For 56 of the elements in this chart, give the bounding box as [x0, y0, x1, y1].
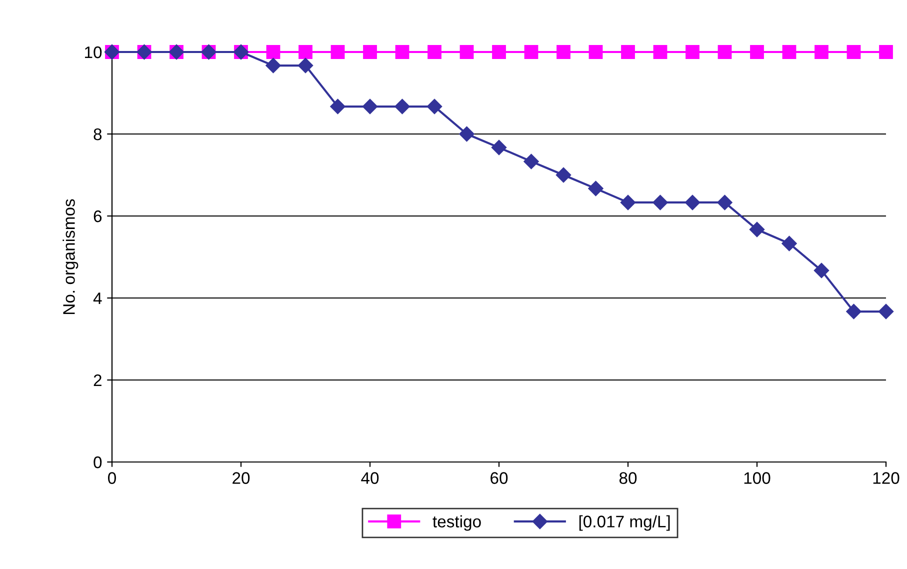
y-axis-title: No. organismos	[62, 199, 78, 314]
point	[620, 194, 636, 210]
point	[330, 98, 346, 114]
point	[395, 45, 410, 59]
x-tick-label: 100	[744, 472, 770, 484]
point	[362, 98, 378, 114]
point	[426, 98, 442, 114]
point	[814, 262, 830, 278]
point	[266, 45, 280, 59]
point	[621, 45, 635, 59]
legend-label: [0.017 mg/L]	[579, 515, 670, 531]
x-tick-label: 60	[490, 472, 508, 484]
point	[524, 45, 538, 59]
point	[492, 45, 506, 59]
legend-label: testigo	[432, 515, 481, 531]
point	[266, 58, 281, 74]
point	[717, 194, 732, 210]
point	[556, 167, 572, 183]
y-tick-label: 4	[93, 292, 102, 304]
point	[782, 236, 797, 252]
point	[684, 194, 700, 210]
y-tick-label: 2	[94, 374, 102, 386]
point	[846, 45, 861, 59]
point	[686, 45, 700, 59]
point	[460, 45, 474, 59]
point	[878, 304, 894, 320]
y-tick-label: 6	[94, 210, 102, 222]
point	[394, 98, 410, 114]
point	[459, 126, 474, 142]
point	[491, 140, 507, 156]
point	[846, 304, 862, 320]
x-tick-label: 0	[108, 472, 116, 484]
point	[749, 222, 765, 238]
y-tick-label: 8	[94, 128, 102, 140]
point	[718, 45, 732, 59]
x-tick-label: 120	[873, 472, 900, 484]
y-tick-label: 10	[85, 46, 102, 58]
point	[330, 45, 345, 59]
x-tick-label: 80	[619, 472, 637, 484]
point	[556, 45, 570, 59]
point	[588, 180, 604, 196]
x-tick-label: 40	[361, 472, 379, 484]
y-tick-label: 0	[94, 456, 102, 468]
point	[298, 45, 312, 59]
point	[588, 45, 603, 59]
point	[652, 194, 668, 210]
x-tick-label: 20	[232, 472, 250, 484]
point	[524, 154, 539, 170]
point	[363, 45, 377, 59]
point	[653, 45, 668, 59]
point	[750, 45, 764, 59]
point	[782, 45, 796, 59]
point	[814, 45, 828, 59]
point	[428, 45, 442, 59]
point	[879, 45, 893, 59]
point	[298, 58, 314, 74]
